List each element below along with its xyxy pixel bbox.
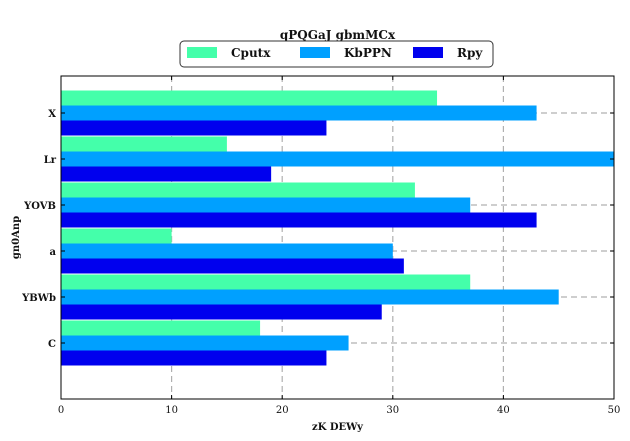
y-tick-label: X: [48, 109, 56, 120]
bars: [61, 90, 614, 366]
x-axis-title: zK DEWy: [312, 422, 364, 433]
legend-swatch-KbPPN: [300, 47, 330, 58]
bar-Cputx-Lr: [61, 136, 227, 152]
bar-KbPPN-YOVB: [61, 197, 471, 213]
legend-swatch-Cputx: [187, 47, 217, 58]
x-tick-label: 20: [276, 405, 289, 416]
bar-KbPPN-C: [61, 335, 349, 351]
bar-Cputx-YBWb: [61, 274, 471, 290]
bar-Rpy-C: [61, 350, 327, 366]
y-tick-label: a: [50, 247, 57, 258]
bar-Rpy-YBWb: [61, 304, 382, 320]
x-tick-label: 50: [608, 405, 621, 416]
bar-KbPPN-a: [61, 243, 393, 259]
legend-label-Cputx: Cputx: [231, 46, 271, 60]
y-tick-label: Lr: [44, 155, 57, 166]
legend-label-KbPPN: KbPPN: [344, 46, 392, 60]
x-tick-label: 30: [386, 405, 399, 416]
bar-KbPPN-X: [61, 105, 537, 121]
bar-Cputx-C: [61, 320, 261, 336]
chart-title: qPQGaJ gbmMCx: [280, 28, 396, 42]
legend-label-Rpy: Rpy: [457, 46, 483, 60]
axis-ticks: 0 10 20 30 40 50 X Lr YOVB a YBWb C: [21, 76, 620, 416]
bar-Cputx-YOVB: [61, 182, 415, 198]
bar-Cputx-X: [61, 90, 438, 106]
y-axis-title: gn0Anp: [11, 216, 22, 259]
bar-Rpy-YOVB: [61, 212, 537, 228]
x-tick-label: 40: [497, 405, 510, 416]
bar-KbPPN-YBWb: [61, 289, 559, 305]
legend-swatch-Rpy: [413, 47, 443, 58]
x-tick-label: 0: [58, 405, 64, 416]
legend-frame: [179, 40, 494, 68]
bar-Rpy-X: [61, 120, 327, 136]
x-tick-label: 10: [165, 405, 178, 416]
y-tick-label: C: [48, 339, 56, 350]
bar-KbPPN-Lr: [61, 151, 614, 167]
plot-area-frame: [60, 75, 615, 400]
bar-Rpy-a: [61, 258, 404, 274]
y-tick-label: YOVB: [23, 201, 56, 212]
bar-Cputx-a: [61, 228, 172, 244]
legend: Cputx KbPPN Rpy: [179, 40, 494, 68]
y-tick-label: YBWb: [21, 293, 56, 304]
bar-Rpy-Lr: [61, 166, 272, 182]
